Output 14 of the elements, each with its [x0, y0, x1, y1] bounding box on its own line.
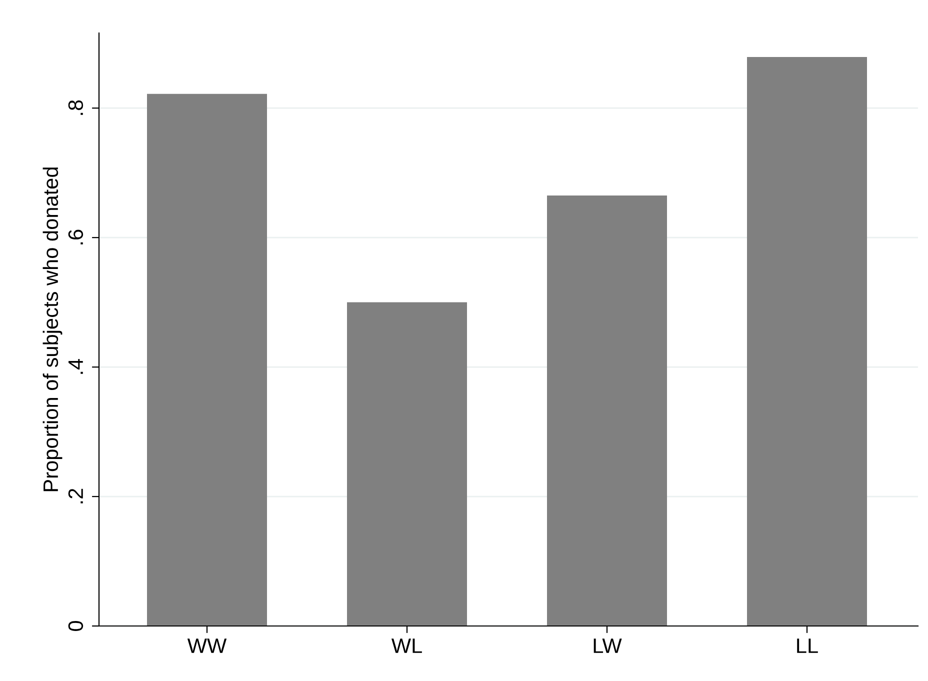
- y-tick-label: .8: [68, 100, 84, 115]
- x-tick-label: LW: [594, 638, 622, 653]
- bar: [547, 195, 667, 626]
- x-tick-label: WW: [187, 638, 227, 653]
- bar: [147, 94, 267, 626]
- bar: [347, 302, 467, 626]
- y-tick-label: .2: [68, 488, 83, 504]
- bar: [747, 56, 867, 626]
- x-tick-label: WL: [391, 638, 422, 653]
- y-tick-label: 0: [68, 621, 84, 631]
- y-tick-label: .6: [68, 230, 84, 244]
- y-tick-label: .4: [68, 358, 83, 374]
- y-axis-title: Proportion of subjects who donated: [42, 168, 62, 492]
- x-tick-label: LL: [797, 638, 818, 653]
